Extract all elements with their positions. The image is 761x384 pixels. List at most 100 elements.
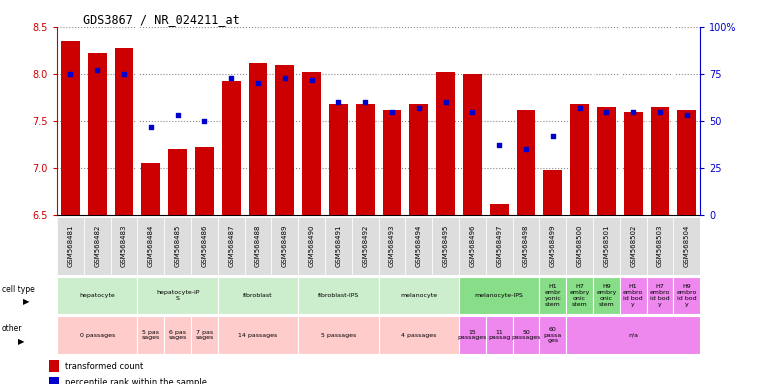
Text: GSM568497: GSM568497 bbox=[496, 225, 502, 267]
Text: H1
embr
yonic
stem: H1 embr yonic stem bbox=[544, 285, 561, 307]
Bar bbox=[673, 217, 700, 275]
Text: 6 pas
sages: 6 pas sages bbox=[168, 329, 186, 341]
Bar bbox=[84, 217, 110, 275]
Text: melanocyte: melanocyte bbox=[400, 293, 438, 298]
Bar bbox=[138, 217, 164, 275]
Text: GSM568486: GSM568486 bbox=[202, 225, 208, 267]
Point bbox=[333, 99, 345, 105]
Text: GSM568499: GSM568499 bbox=[549, 225, 556, 267]
Point bbox=[305, 76, 317, 83]
Point bbox=[279, 74, 291, 81]
Bar bbox=[459, 277, 540, 314]
Bar bbox=[406, 217, 432, 275]
Bar bbox=[436, 72, 455, 215]
Bar bbox=[57, 277, 138, 314]
Text: GSM568494: GSM568494 bbox=[416, 225, 422, 267]
Point bbox=[574, 105, 586, 111]
Bar bbox=[540, 277, 566, 314]
Text: fibroblast: fibroblast bbox=[244, 293, 273, 298]
Text: 0 passages: 0 passages bbox=[80, 333, 115, 338]
Bar bbox=[138, 277, 218, 314]
Text: 5 passages: 5 passages bbox=[321, 333, 356, 338]
Bar bbox=[88, 53, 107, 215]
Text: 14 passages: 14 passages bbox=[238, 333, 278, 338]
Bar bbox=[49, 360, 59, 372]
Point bbox=[546, 133, 559, 139]
Bar bbox=[218, 277, 298, 314]
Bar bbox=[57, 316, 138, 354]
Text: GSM568500: GSM568500 bbox=[577, 225, 583, 267]
Text: 11
passag: 11 passag bbox=[488, 329, 511, 341]
Point bbox=[386, 109, 398, 115]
Bar bbox=[463, 74, 482, 215]
Point bbox=[118, 71, 130, 77]
Bar bbox=[593, 277, 619, 314]
Text: GSM568481: GSM568481 bbox=[68, 225, 74, 267]
Text: H7
embro
id bod
y: H7 embro id bod y bbox=[650, 285, 670, 307]
Bar bbox=[222, 81, 240, 215]
Bar bbox=[593, 217, 619, 275]
Point bbox=[440, 99, 452, 105]
Point bbox=[466, 109, 479, 115]
Bar bbox=[459, 316, 486, 354]
Point bbox=[520, 146, 532, 152]
Text: H9
embry
onic
stem: H9 embry onic stem bbox=[596, 285, 616, 307]
Text: H9
embro
id bod
y: H9 embro id bod y bbox=[677, 285, 697, 307]
Text: percentile rank within the sample: percentile rank within the sample bbox=[65, 378, 207, 384]
Text: GSM568485: GSM568485 bbox=[174, 225, 180, 267]
Text: transformed count: transformed count bbox=[65, 362, 143, 371]
Bar bbox=[168, 149, 187, 215]
Bar bbox=[486, 217, 513, 275]
Text: cell type: cell type bbox=[2, 285, 34, 295]
Bar bbox=[298, 277, 378, 314]
Text: GSM568491: GSM568491 bbox=[336, 225, 342, 267]
Bar bbox=[249, 63, 267, 215]
Text: n/a: n/a bbox=[628, 333, 638, 338]
Text: hepatocyte: hepatocyte bbox=[79, 293, 115, 298]
Point bbox=[145, 124, 157, 130]
Text: hepatocyte-iP
S: hepatocyte-iP S bbox=[156, 290, 199, 301]
Text: GDS3867 / NR_024211_at: GDS3867 / NR_024211_at bbox=[83, 13, 240, 26]
Bar bbox=[138, 316, 164, 354]
Bar bbox=[356, 104, 374, 215]
Text: ▶: ▶ bbox=[18, 337, 25, 346]
Text: H1
embro
id bod
y: H1 embro id bod y bbox=[623, 285, 643, 307]
Point bbox=[252, 80, 264, 86]
Bar bbox=[619, 217, 647, 275]
Text: GSM568502: GSM568502 bbox=[630, 225, 636, 267]
Text: GSM568490: GSM568490 bbox=[309, 225, 314, 267]
Text: GSM568493: GSM568493 bbox=[389, 225, 395, 267]
Text: H7
embry
onic
stem: H7 embry onic stem bbox=[569, 285, 590, 307]
Bar bbox=[647, 277, 673, 314]
Bar bbox=[61, 41, 80, 215]
Bar bbox=[218, 217, 244, 275]
Text: 4 passages: 4 passages bbox=[401, 333, 437, 338]
Bar bbox=[298, 316, 378, 354]
Bar bbox=[352, 217, 378, 275]
Text: GSM568496: GSM568496 bbox=[470, 225, 476, 267]
Text: GSM568482: GSM568482 bbox=[94, 225, 100, 267]
Text: 5 pas
sages: 5 pas sages bbox=[142, 329, 160, 341]
Point bbox=[680, 112, 693, 118]
Point bbox=[654, 109, 666, 115]
Text: GSM568503: GSM568503 bbox=[657, 225, 663, 267]
Bar bbox=[191, 217, 218, 275]
Bar bbox=[543, 170, 562, 215]
Bar bbox=[218, 316, 298, 354]
Bar bbox=[378, 217, 406, 275]
Bar bbox=[110, 217, 138, 275]
Point bbox=[359, 99, 371, 105]
Bar bbox=[673, 277, 700, 314]
Bar bbox=[164, 316, 191, 354]
Bar bbox=[432, 217, 459, 275]
Bar bbox=[513, 316, 540, 354]
Text: GSM568487: GSM568487 bbox=[228, 225, 234, 267]
Bar bbox=[275, 65, 295, 215]
Text: GSM568504: GSM568504 bbox=[683, 225, 689, 267]
Bar bbox=[540, 217, 566, 275]
Text: GSM568498: GSM568498 bbox=[523, 225, 529, 267]
Bar bbox=[486, 316, 513, 354]
Bar bbox=[566, 316, 700, 354]
Point bbox=[493, 142, 505, 149]
Bar bbox=[677, 110, 696, 215]
